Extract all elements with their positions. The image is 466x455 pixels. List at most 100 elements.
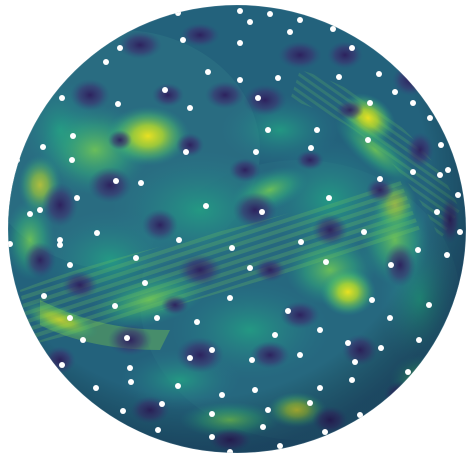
point-marker <box>176 237 182 243</box>
point-marker <box>378 345 384 351</box>
point-marker <box>237 8 243 14</box>
point-marker <box>297 17 303 23</box>
point-marker <box>219 392 225 398</box>
point-marker <box>249 357 255 363</box>
point-marker <box>357 412 363 418</box>
point-marker <box>247 19 253 25</box>
sphere-outline <box>7 4 466 454</box>
point-marker <box>317 327 323 333</box>
point-marker <box>67 315 73 321</box>
point-marker <box>237 77 243 83</box>
point-marker <box>367 100 373 106</box>
point-marker <box>390 402 396 408</box>
point-marker <box>361 229 367 235</box>
point-marker <box>227 449 233 453</box>
point-marker <box>183 149 189 155</box>
point-marker <box>369 297 375 303</box>
point-marker <box>272 332 278 338</box>
point-marker <box>297 352 303 358</box>
point-marker <box>227 295 233 301</box>
point-marker <box>314 127 320 133</box>
point-marker <box>80 337 86 343</box>
point-marker <box>74 195 80 201</box>
point-marker <box>103 59 109 65</box>
point-marker <box>259 209 265 215</box>
point-marker <box>155 427 161 433</box>
point-marker <box>455 192 461 198</box>
point-marker <box>410 169 416 175</box>
point-marker <box>209 434 215 440</box>
dark-region <box>46 48 74 72</box>
point-marker <box>120 408 126 414</box>
point-marker <box>117 45 123 51</box>
point-marker <box>115 101 121 107</box>
point-marker <box>128 379 134 385</box>
point-marker <box>159 401 165 407</box>
point-marker <box>59 362 65 368</box>
point-marker <box>187 355 193 361</box>
point-marker <box>336 74 342 80</box>
point-marker <box>317 385 323 391</box>
point-marker <box>376 71 382 77</box>
point-marker <box>133 255 139 261</box>
point-markers <box>8 8 463 453</box>
point-marker <box>405 369 411 375</box>
point-marker <box>205 69 211 75</box>
point-marker <box>388 262 394 268</box>
point-marker <box>445 167 451 173</box>
point-marker <box>229 245 235 251</box>
point-marker <box>365 137 371 143</box>
point-marker <box>187 105 193 111</box>
point-marker <box>57 242 63 248</box>
point-marker <box>392 89 398 95</box>
point-marker <box>377 176 383 182</box>
point-marker <box>252 387 258 393</box>
point-marker <box>247 265 253 271</box>
point-marker <box>67 262 73 268</box>
point-marker <box>426 302 432 308</box>
point-marker <box>124 335 130 341</box>
point-marker <box>349 45 355 51</box>
point-marker <box>70 133 76 139</box>
point-marker <box>260 424 266 430</box>
point-marker <box>162 87 168 93</box>
point-marker <box>298 239 304 245</box>
point-marker <box>265 127 271 133</box>
point-marker <box>113 178 119 184</box>
point-marker <box>277 443 283 449</box>
point-marker <box>138 180 144 186</box>
point-marker <box>434 209 440 215</box>
point-marker <box>112 303 118 309</box>
limb-shading <box>8 5 466 453</box>
point-marker <box>377 422 383 428</box>
point-marker <box>175 383 181 389</box>
point-marker <box>209 411 215 417</box>
point-marker <box>437 172 443 178</box>
point-marker <box>415 247 421 253</box>
point-marker <box>287 29 293 35</box>
point-marker <box>422 81 428 87</box>
point-marker <box>93 385 99 391</box>
point-marker <box>57 237 63 243</box>
point-marker <box>37 207 43 213</box>
point-marker <box>194 319 200 325</box>
point-marker <box>209 347 215 353</box>
point-marker <box>323 259 329 265</box>
dark-region <box>77 430 113 450</box>
point-marker <box>142 280 148 286</box>
point-marker <box>330 26 336 32</box>
point-marker <box>267 11 273 17</box>
point-marker <box>127 365 133 371</box>
point-marker <box>285 308 291 314</box>
point-marker <box>326 195 332 201</box>
point-marker <box>59 95 65 101</box>
point-marker <box>275 75 281 81</box>
point-marker <box>349 377 355 383</box>
point-marker <box>27 211 33 217</box>
point-marker <box>94 230 100 236</box>
point-marker <box>308 145 314 151</box>
point-marker <box>444 252 450 258</box>
point-marker <box>307 400 313 406</box>
